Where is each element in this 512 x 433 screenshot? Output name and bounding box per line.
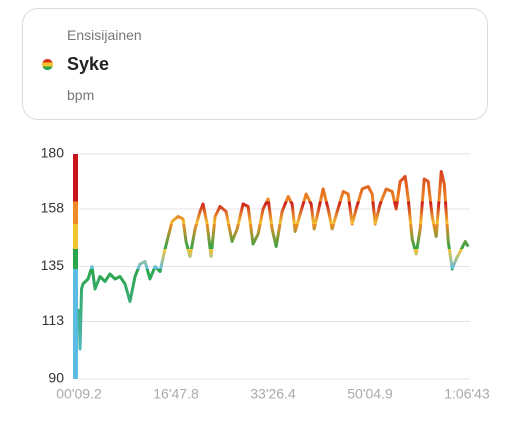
heart-rate-line [77, 170, 470, 351]
card-label: Ensisijainen [67, 27, 142, 43]
zone-band [73, 224, 78, 249]
y-tick-label: 180 [41, 145, 65, 161]
x-tick-label: 00'09.2 [56, 386, 102, 402]
zone-band [73, 201, 78, 224]
y-tick-label: 135 [41, 257, 65, 273]
x-tick-label: 16'47.8 [153, 386, 199, 402]
metric-unit: bpm [67, 87, 95, 103]
metric-name: Syke [67, 54, 110, 74]
x-tick-label: 33'26.4 [250, 386, 296, 402]
y-tick-label: 158 [41, 200, 65, 216]
y-tick-label: 113 [42, 312, 65, 328]
zone-band [73, 269, 78, 379]
zone-dot [42, 59, 53, 70]
metric-card: Ensisijainen Syke bpm [22, 8, 488, 120]
x-tick-label: 1:06'43 [444, 386, 490, 402]
zone-band [73, 154, 78, 202]
x-tick-label: 50'04.9 [347, 386, 393, 402]
y-tick-label: 90 [48, 370, 64, 386]
zone-band [73, 249, 78, 269]
